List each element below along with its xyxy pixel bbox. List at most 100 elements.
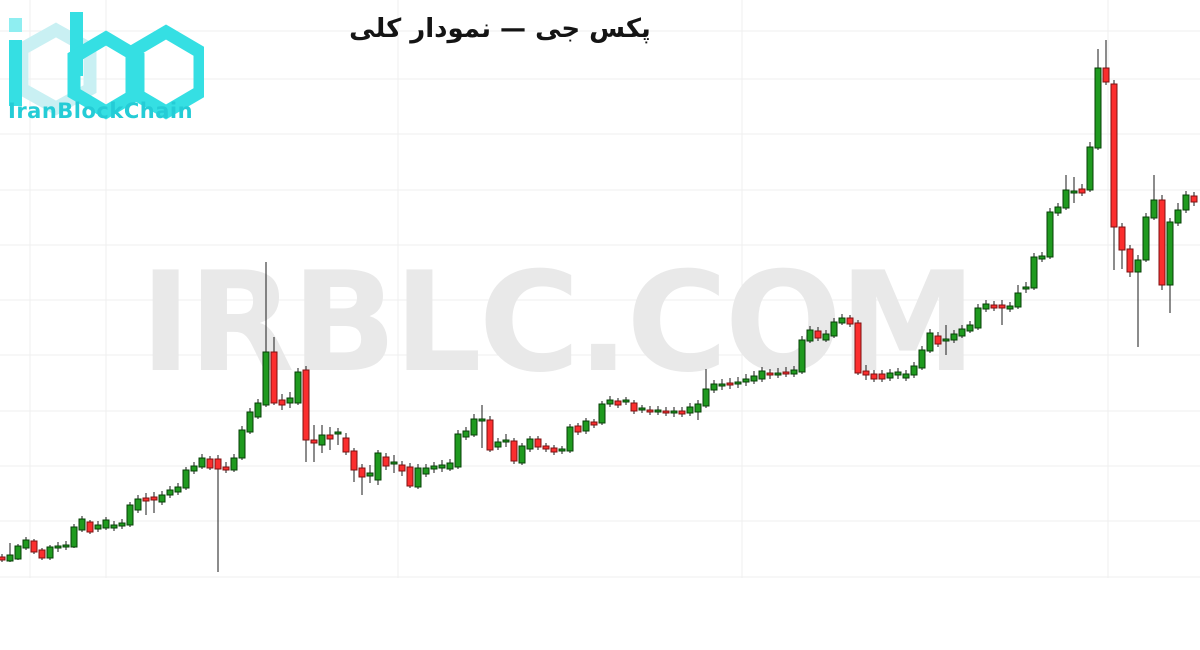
candle-down	[990, 304, 998, 309]
candle-up	[526, 438, 534, 450]
candle-up	[174, 486, 182, 493]
candle-down	[30, 540, 38, 553]
candle-up	[838, 317, 846, 324]
candle-up	[374, 452, 382, 481]
candle-up	[718, 383, 726, 387]
candle-up	[694, 403, 702, 413]
candle-down	[870, 373, 878, 380]
candle-down	[534, 438, 542, 448]
candle-up	[1150, 199, 1158, 219]
candle-up	[494, 441, 502, 448]
candle-up	[230, 457, 238, 471]
candle-up	[1038, 255, 1046, 260]
candle-up	[430, 465, 438, 470]
candle-up	[734, 381, 742, 385]
candle-up	[702, 388, 710, 407]
candle-up	[294, 371, 302, 404]
candle-up	[1022, 286, 1030, 290]
candle-down	[662, 410, 670, 414]
candle-up	[982, 303, 990, 310]
candle-up	[638, 407, 646, 411]
candle-up	[1094, 67, 1102, 149]
candle-up	[1086, 146, 1094, 191]
candle-up	[822, 333, 830, 341]
candle-up	[254, 402, 262, 418]
iranblockchain-logo-icon	[9, 12, 204, 120]
candle-up	[582, 420, 590, 432]
candle-up	[446, 462, 454, 470]
candle-up	[966, 324, 974, 332]
candle-up	[830, 321, 838, 337]
candle-up	[758, 370, 766, 380]
candle-up	[558, 448, 566, 452]
candle-up	[1070, 190, 1078, 194]
candle-down	[726, 382, 734, 386]
candle-down	[782, 371, 790, 375]
candle-up	[462, 430, 470, 438]
candle-down	[86, 521, 94, 533]
candle-up	[62, 544, 70, 548]
candle-down	[614, 400, 622, 406]
candle-down	[278, 399, 286, 406]
candle-down	[998, 304, 1006, 309]
candle-up	[1030, 256, 1038, 289]
candle-up	[158, 494, 166, 503]
candle-up	[910, 365, 918, 376]
candle-down	[854, 322, 862, 374]
candle-up	[126, 504, 134, 526]
candle-up	[950, 333, 958, 341]
candle-up	[94, 524, 102, 530]
candle-up	[566, 426, 574, 452]
candle-down	[630, 402, 638, 412]
candle-up	[1054, 206, 1062, 214]
candle-down	[406, 466, 414, 487]
candle-up	[414, 467, 422, 488]
candle-up	[238, 429, 246, 459]
candle-up	[894, 371, 902, 376]
chart-title: پکس جی — نمودار کلی	[349, 14, 651, 44]
candle-up	[1046, 211, 1054, 258]
candle-up	[102, 519, 110, 529]
hexagon-o-icon	[125, 24, 204, 120]
candle-down	[862, 370, 870, 376]
candle-up	[438, 464, 446, 469]
candle-down	[1078, 188, 1086, 194]
candle-up	[1166, 221, 1174, 286]
candle-down	[1126, 248, 1134, 273]
candle-up	[1014, 292, 1022, 308]
candle-down	[550, 447, 558, 453]
candle-up	[118, 522, 126, 527]
candle-down	[0, 556, 6, 561]
candle-down	[574, 425, 582, 433]
candle-up	[1174, 209, 1182, 224]
logo-brand-text: IranBlockChain	[8, 99, 194, 123]
candle-down	[358, 467, 366, 478]
candle-down	[1118, 226, 1126, 251]
candle-up	[926, 332, 934, 352]
candle-up	[334, 431, 342, 435]
candle-up	[806, 329, 814, 342]
candle-up	[422, 467, 430, 475]
candle-up	[54, 545, 62, 549]
candle-up	[1142, 216, 1150, 261]
candle-up	[918, 349, 926, 369]
candle-down	[646, 409, 654, 413]
candle-up	[622, 399, 630, 403]
candle-up	[366, 472, 374, 477]
candle-down	[206, 458, 214, 469]
candle-up	[182, 469, 190, 489]
candle-down	[310, 439, 318, 444]
candle-up	[70, 526, 78, 548]
candle-down	[38, 549, 46, 559]
candle-up	[798, 339, 806, 373]
candle-up	[286, 397, 294, 404]
candle-down	[398, 464, 406, 472]
candle-down	[342, 437, 350, 453]
candle-down	[382, 456, 390, 467]
candle-up	[14, 545, 22, 560]
candle-up	[886, 372, 894, 379]
candle-up	[750, 375, 758, 382]
candle-down	[1110, 83, 1118, 228]
candle-down	[1158, 199, 1166, 286]
